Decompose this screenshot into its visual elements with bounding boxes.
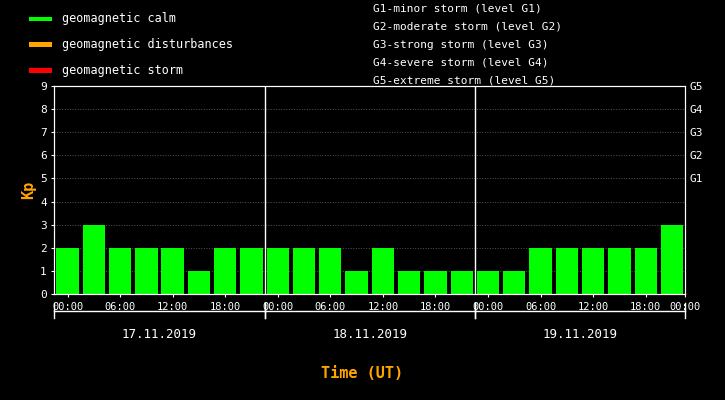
Bar: [660, 225, 683, 294]
FancyBboxPatch shape: [29, 42, 52, 47]
Text: geomagnetic disturbances: geomagnetic disturbances: [62, 38, 233, 51]
Bar: [57, 248, 79, 294]
Bar: [83, 225, 105, 294]
Bar: [162, 248, 184, 294]
FancyBboxPatch shape: [29, 16, 52, 21]
Bar: [267, 248, 289, 294]
Bar: [214, 248, 236, 294]
Bar: [345, 271, 368, 294]
Bar: [555, 248, 578, 294]
Bar: [398, 271, 420, 294]
Text: G2-moderate storm (level G2): G2-moderate storm (level G2): [373, 22, 563, 32]
Text: G4-severe storm (level G4): G4-severe storm (level G4): [373, 58, 549, 68]
Bar: [608, 248, 631, 294]
Text: 19.11.2019: 19.11.2019: [542, 328, 618, 342]
Text: G1-minor storm (level G1): G1-minor storm (level G1): [373, 4, 542, 14]
Text: G3-strong storm (level G3): G3-strong storm (level G3): [373, 40, 549, 50]
Text: 18.11.2019: 18.11.2019: [332, 328, 407, 342]
Bar: [582, 248, 605, 294]
Bar: [503, 271, 526, 294]
Text: geomagnetic storm: geomagnetic storm: [62, 64, 183, 77]
Bar: [477, 271, 500, 294]
Bar: [424, 271, 447, 294]
Text: 17.11.2019: 17.11.2019: [122, 328, 197, 342]
Bar: [293, 248, 315, 294]
Bar: [529, 248, 552, 294]
Bar: [319, 248, 341, 294]
Text: Time (UT): Time (UT): [321, 366, 404, 382]
Text: geomagnetic calm: geomagnetic calm: [62, 12, 175, 26]
FancyBboxPatch shape: [29, 68, 52, 73]
Bar: [450, 271, 473, 294]
Bar: [372, 248, 394, 294]
Text: G5-extreme storm (level G5): G5-extreme storm (level G5): [373, 76, 555, 86]
Bar: [109, 248, 131, 294]
Y-axis label: Kp: Kp: [21, 181, 36, 199]
Bar: [634, 248, 657, 294]
Bar: [240, 248, 262, 294]
Bar: [135, 248, 157, 294]
Bar: [188, 271, 210, 294]
